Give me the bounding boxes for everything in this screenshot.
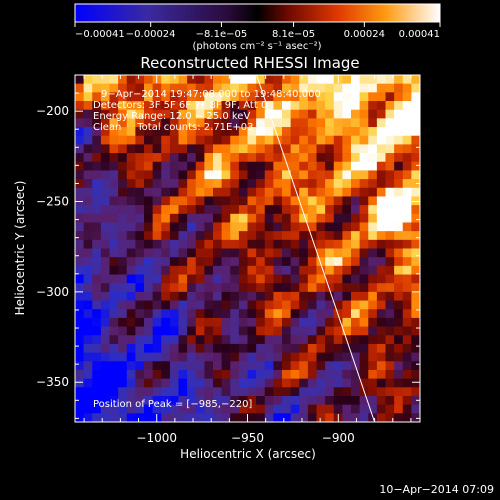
- y-tick-label: −350: [36, 375, 69, 389]
- solar-limb-line: [256, 75, 376, 422]
- y-axis-label: Heliocentric Y (arcsec): [13, 181, 27, 316]
- y-tick-label: −200: [36, 104, 69, 118]
- colorbar-tick-label: −0.00041: [75, 29, 125, 40]
- x-tick-label: −1000: [136, 431, 177, 445]
- colorbar-tick-label: −0.00024: [126, 29, 176, 40]
- colorbar-tick-label: 8.1e−05: [272, 29, 315, 40]
- colorbar-tick-label: −8.1e−05: [196, 29, 248, 40]
- x-tick-label: −900: [322, 431, 355, 445]
- annotation-time-range: 9−Apr−2014 19:47:08.000 to 19:48:40.000: [101, 89, 321, 100]
- annotation-peak-position: Position of Peak = [−985,−220]: [93, 399, 252, 410]
- timestamp: 10−Apr−2014 07:09: [379, 483, 494, 496]
- colorbar-tick-label: 0.00024: [344, 29, 385, 40]
- y-tick-label: −300: [36, 285, 69, 299]
- colorbar-units: (photons cm⁻² s⁻¹ asec⁻²): [192, 41, 321, 52]
- colorbar-ticks: −0.00041 −0.00024 −8.1e−05 8.1e−05 0.00024 0.…: [74, 22, 441, 40]
- annotation-energy-range: Energy Range: 12.0 − 25.0 keV: [93, 111, 250, 122]
- chart-title: Reconstructed RHESSI Image: [140, 54, 359, 72]
- x-tick-label: −950: [231, 431, 264, 445]
- colorbar-tick-label: 0.00041: [399, 29, 440, 40]
- annotation-detectors: Detectors: 3F 5F 6F 7F 8F 9F, Att 0: [93, 100, 267, 111]
- colorbar: [74, 3, 441, 23]
- annotation-clean-counts: Clean Total counts: 2.71E+03: [93, 122, 253, 133]
- x-axis-label: Heliocentric X (arcsec): [180, 447, 316, 461]
- y-tick-label: −250: [36, 195, 69, 209]
- heatmap-image: [75, 75, 420, 422]
- axis-ticks: −1000 −950 −900 −200 −250 −300 −350: [36, 74, 420, 445]
